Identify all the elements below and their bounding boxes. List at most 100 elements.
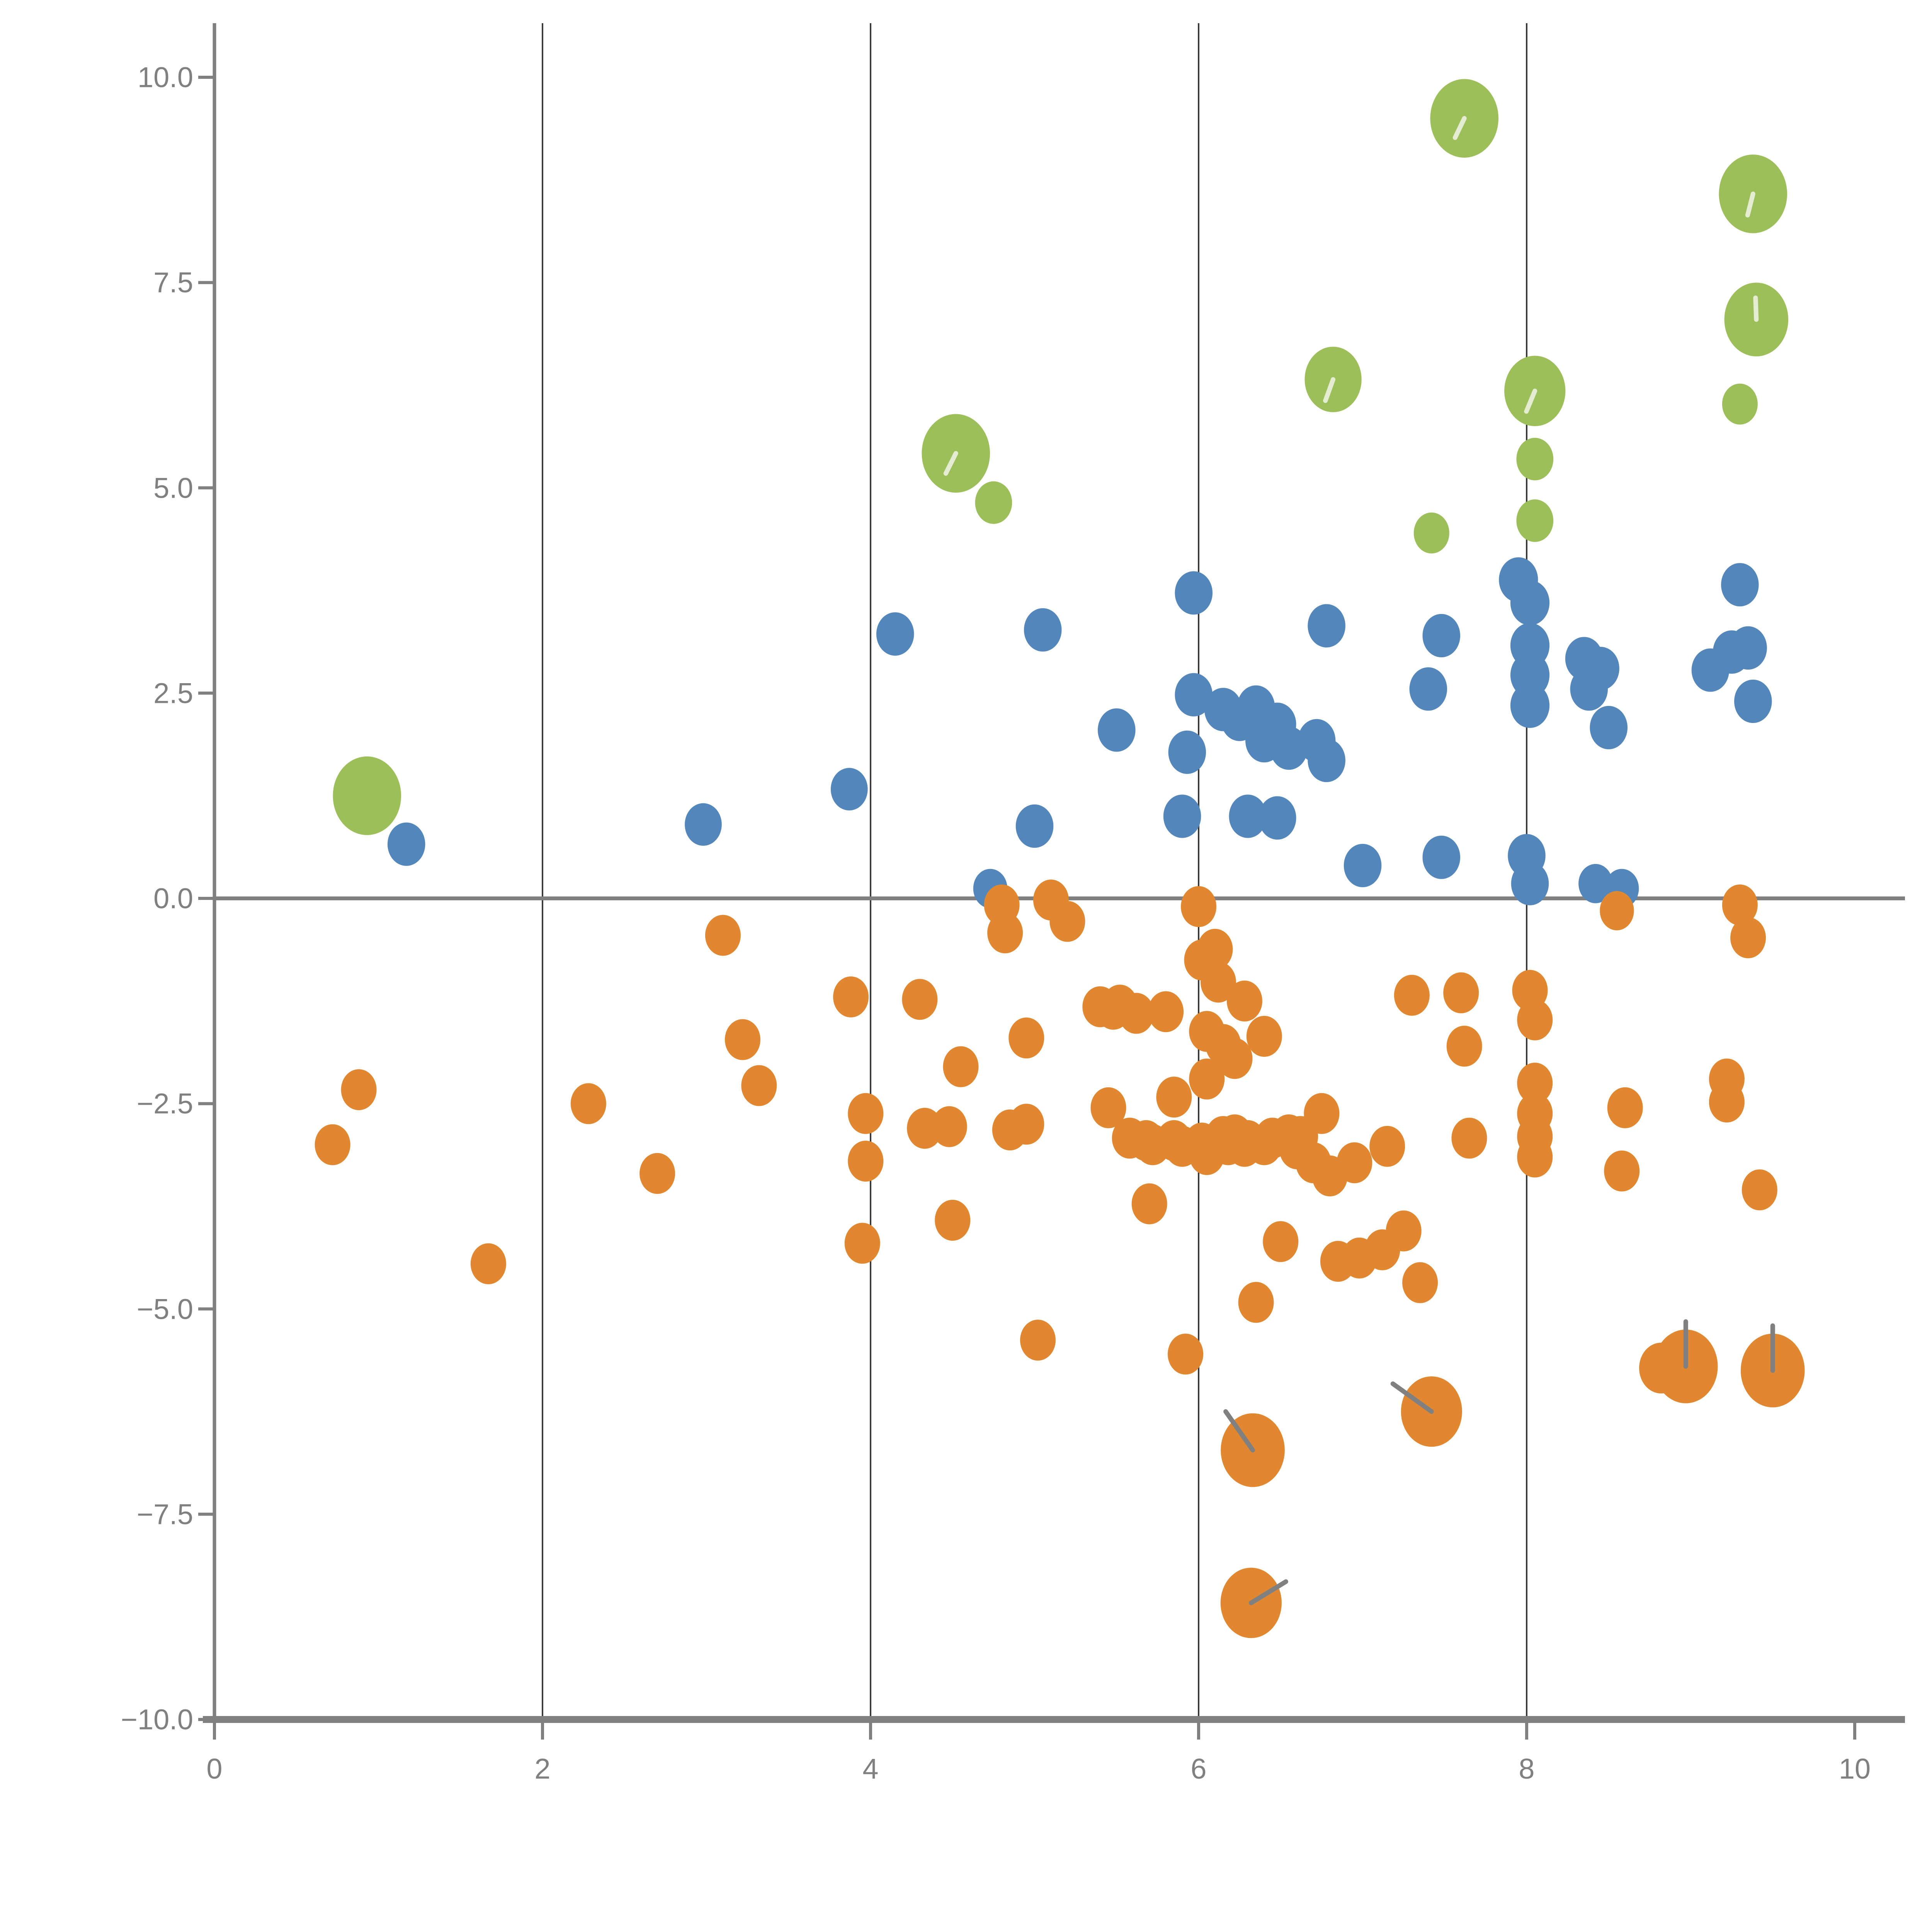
data-point-orange[interactable] xyxy=(1304,1093,1340,1134)
data-point-blue[interactable] xyxy=(685,803,722,846)
data-point-orange[interactable] xyxy=(639,1153,675,1194)
data-point-orange[interactable] xyxy=(1607,1087,1643,1128)
data-point-blue[interactable] xyxy=(876,612,914,656)
data-point-blue[interactable] xyxy=(1175,571,1213,615)
y-tick-label: −2.5 xyxy=(136,1087,193,1120)
data-point-blue[interactable] xyxy=(1734,679,1772,723)
y-tick-label: −7.5 xyxy=(136,1498,193,1531)
x-tick-label: 4 xyxy=(862,1753,879,1785)
data-point-orange[interactable] xyxy=(902,979,938,1020)
data-point-blue[interactable] xyxy=(1024,608,1062,652)
data-point-blue[interactable] xyxy=(1175,673,1213,717)
data-point-orange[interactable] xyxy=(570,1083,606,1124)
data-point-orange[interactable] xyxy=(848,1093,884,1134)
data-point-orange[interactable] xyxy=(470,1243,506,1284)
data-point-blue[interactable] xyxy=(1511,862,1549,905)
data-point-orange[interactable] xyxy=(1446,1026,1482,1067)
data-point-blue[interactable] xyxy=(1308,604,1345,648)
data-point-orange[interactable] xyxy=(844,1223,880,1264)
data-point-blue[interactable] xyxy=(1259,796,1296,840)
data-point-blue[interactable] xyxy=(1422,614,1461,658)
data-point-orange[interactable] xyxy=(1517,1063,1553,1104)
data-point-orange[interactable] xyxy=(943,1046,979,1087)
data-point-blue[interactable] xyxy=(1510,580,1550,626)
data-point-blue[interactable] xyxy=(1590,706,1628,750)
data-point-orange[interactable] xyxy=(1394,975,1430,1016)
data-point-blue[interactable] xyxy=(1510,683,1550,728)
data-point-orange[interactable] xyxy=(1246,1016,1282,1057)
data-point-green[interactable] xyxy=(1413,512,1449,554)
data-point-blue[interactable] xyxy=(1570,667,1608,711)
data-point-orange[interactable] xyxy=(1118,993,1154,1034)
data-point-orange[interactable] xyxy=(1742,1169,1777,1211)
data-point-blue[interactable] xyxy=(830,768,868,811)
data-point-blue[interactable] xyxy=(1729,626,1767,670)
x-tick-marks xyxy=(213,1719,1856,1740)
data-point-blue[interactable] xyxy=(1422,835,1461,879)
data-point-orange[interactable] xyxy=(1709,1082,1745,1122)
data-point-orange[interactable] xyxy=(1722,884,1758,925)
data-point-orange[interactable] xyxy=(931,1106,967,1147)
data-point-blue[interactable] xyxy=(1308,738,1345,782)
data-point-blue[interactable] xyxy=(1163,794,1201,838)
data-point-orange[interactable] xyxy=(1156,1077,1192,1118)
data-point-orange[interactable] xyxy=(935,1200,971,1241)
data-point-green[interactable] xyxy=(333,756,401,835)
data-point-green[interactable] xyxy=(1516,438,1554,481)
data-point-orange[interactable] xyxy=(1217,1038,1253,1079)
data-point-orange[interactable] xyxy=(1517,999,1553,1041)
data-point-orange[interactable] xyxy=(1263,1221,1299,1262)
y-tick-label: 7.5 xyxy=(153,266,193,299)
data-point-orange[interactable] xyxy=(741,1065,777,1106)
data-point-orange[interactable] xyxy=(987,912,1023,954)
data-point-blue[interactable] xyxy=(1344,844,1382,888)
data-point-orange[interactable] xyxy=(1009,1104,1044,1145)
data-point-orange[interactable] xyxy=(1197,929,1233,970)
data-point-blue[interactable] xyxy=(1168,730,1206,774)
data-point-orange[interactable] xyxy=(1049,901,1085,942)
data-point-orange[interactable] xyxy=(1168,1333,1204,1375)
data-point-orange[interactable] xyxy=(315,1124,350,1165)
data-point-orange[interactable] xyxy=(1020,1320,1056,1361)
axis-group xyxy=(203,23,1905,1723)
data-point-orange[interactable] xyxy=(1131,1183,1167,1225)
data-point-green[interactable] xyxy=(1516,499,1554,542)
data-point-orange[interactable] xyxy=(1386,1210,1422,1252)
data-point-orange[interactable] xyxy=(1200,961,1236,1003)
data-point-blue[interactable] xyxy=(1097,708,1136,752)
whisker-line xyxy=(1524,388,1537,414)
data-point-blue[interactable] xyxy=(1229,794,1267,838)
data-point-orange[interactable] xyxy=(1226,980,1262,1022)
data-point-orange[interactable] xyxy=(1451,1117,1487,1159)
data-point-orange[interactable] xyxy=(1009,1017,1044,1059)
data-point-orange[interactable] xyxy=(724,1019,760,1060)
data-point-orange[interactable] xyxy=(1604,1150,1640,1192)
data-point-orange[interactable] xyxy=(1730,917,1766,958)
data-point-orange[interactable] xyxy=(1443,972,1479,1014)
data-point-orange[interactable] xyxy=(1238,1282,1274,1323)
data-point-orange[interactable] xyxy=(1181,886,1216,927)
data-point-blue[interactable] xyxy=(1578,864,1613,903)
data-point-orange[interactable] xyxy=(1369,1126,1405,1167)
data-point-blue[interactable] xyxy=(1409,667,1447,711)
data-point-green[interactable] xyxy=(1722,383,1758,425)
data-point-orange[interactable] xyxy=(341,1069,377,1111)
data-point-blue[interactable] xyxy=(1721,563,1759,607)
whisker-line xyxy=(1753,295,1759,322)
data-point-orange[interactable] xyxy=(705,915,741,956)
data-point-orange[interactable] xyxy=(1402,1262,1438,1303)
x-tick-label: 0 xyxy=(206,1753,223,1785)
data-point-blue[interactable] xyxy=(1015,804,1054,848)
data-point-orange[interactable] xyxy=(848,1141,884,1182)
data-point-green[interactable] xyxy=(975,481,1012,524)
data-point-orange[interactable] xyxy=(1090,1087,1126,1128)
data-point-orange[interactable] xyxy=(1337,1142,1372,1184)
data-point-orange[interactable] xyxy=(833,976,869,1017)
data-point-blue[interactable] xyxy=(387,822,425,866)
data-point-orange[interactable] xyxy=(1148,991,1184,1032)
data-point-orange[interactable] xyxy=(1517,1136,1553,1178)
data-point-orange[interactable] xyxy=(1600,891,1634,930)
data-point-orange[interactable] xyxy=(1189,1058,1225,1100)
whisker-line xyxy=(1390,1381,1434,1414)
